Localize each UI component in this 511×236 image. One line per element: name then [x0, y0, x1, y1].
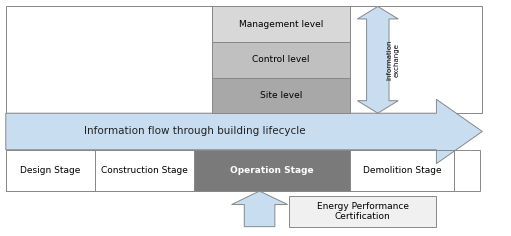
Bar	[194, 150, 350, 191]
Text: Control level: Control level	[252, 55, 310, 64]
Bar	[95, 150, 194, 191]
Bar	[6, 150, 95, 191]
Text: Demolition Stage: Demolition Stage	[363, 166, 442, 175]
Text: Management level: Management level	[239, 20, 323, 29]
Text: Information
exchange: Information exchange	[387, 40, 400, 80]
Bar	[212, 78, 350, 113]
Text: Construction Stage: Construction Stage	[101, 166, 188, 175]
Bar	[212, 6, 350, 42]
Bar	[350, 150, 454, 191]
Text: Design Stage: Design Stage	[20, 166, 81, 175]
Bar	[6, 6, 482, 113]
Bar	[289, 196, 436, 227]
Text: Information flow through building lifecycle: Information flow through building lifecy…	[83, 126, 305, 136]
Bar	[6, 150, 480, 191]
Text: Energy Performance
Certification: Energy Performance Certification	[316, 202, 408, 221]
Polygon shape	[6, 99, 482, 164]
Polygon shape	[357, 6, 398, 113]
Text: Operation Stage: Operation Stage	[230, 166, 314, 175]
Bar	[212, 42, 350, 78]
Polygon shape	[231, 191, 288, 227]
Text: Site level: Site level	[260, 91, 302, 100]
